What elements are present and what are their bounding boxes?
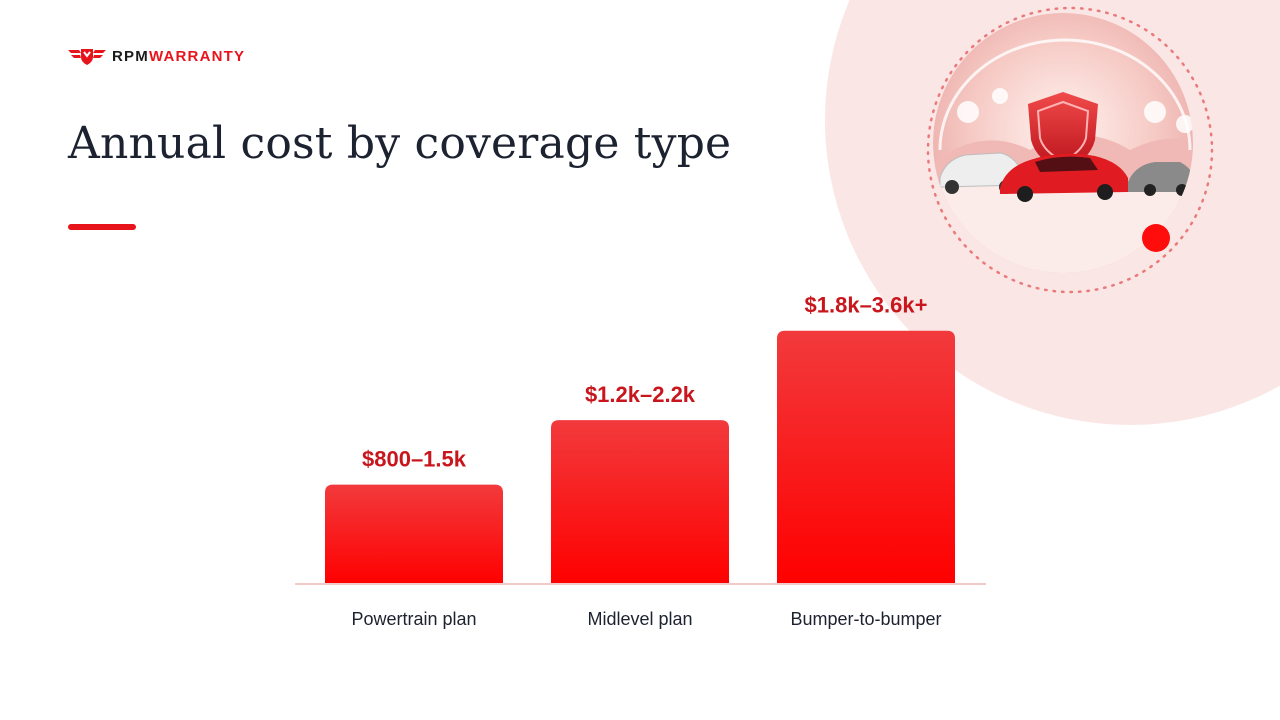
chart-bars: $800–1.5k Powertrain plan $1.2k–2.2k Midlev… (325, 293, 955, 629)
brand-name: RPMWARRANTY (112, 47, 246, 65)
winged-shield-logo-icon (68, 49, 106, 65)
title-underline (68, 224, 136, 230)
bar-value-label: $1.2k–2.2k (585, 382, 696, 407)
slide-title: Annual cost by coverage type (68, 118, 732, 169)
category-label: Midlevel plan (587, 609, 692, 629)
bar-bumper-to-bumper (777, 330, 955, 584)
bar-midlevel-plan (551, 420, 729, 584)
bar-powertrain-plan (325, 484, 503, 584)
bar-value-label: $800–1.5k (362, 447, 467, 472)
category-label: Bumper-to-bumper (790, 609, 941, 629)
brand-logo: RPMWARRANTY (68, 44, 245, 68)
bar-value-label: $1.8k–3.6k+ (805, 293, 928, 318)
category-label: Powertrain plan (351, 609, 476, 629)
